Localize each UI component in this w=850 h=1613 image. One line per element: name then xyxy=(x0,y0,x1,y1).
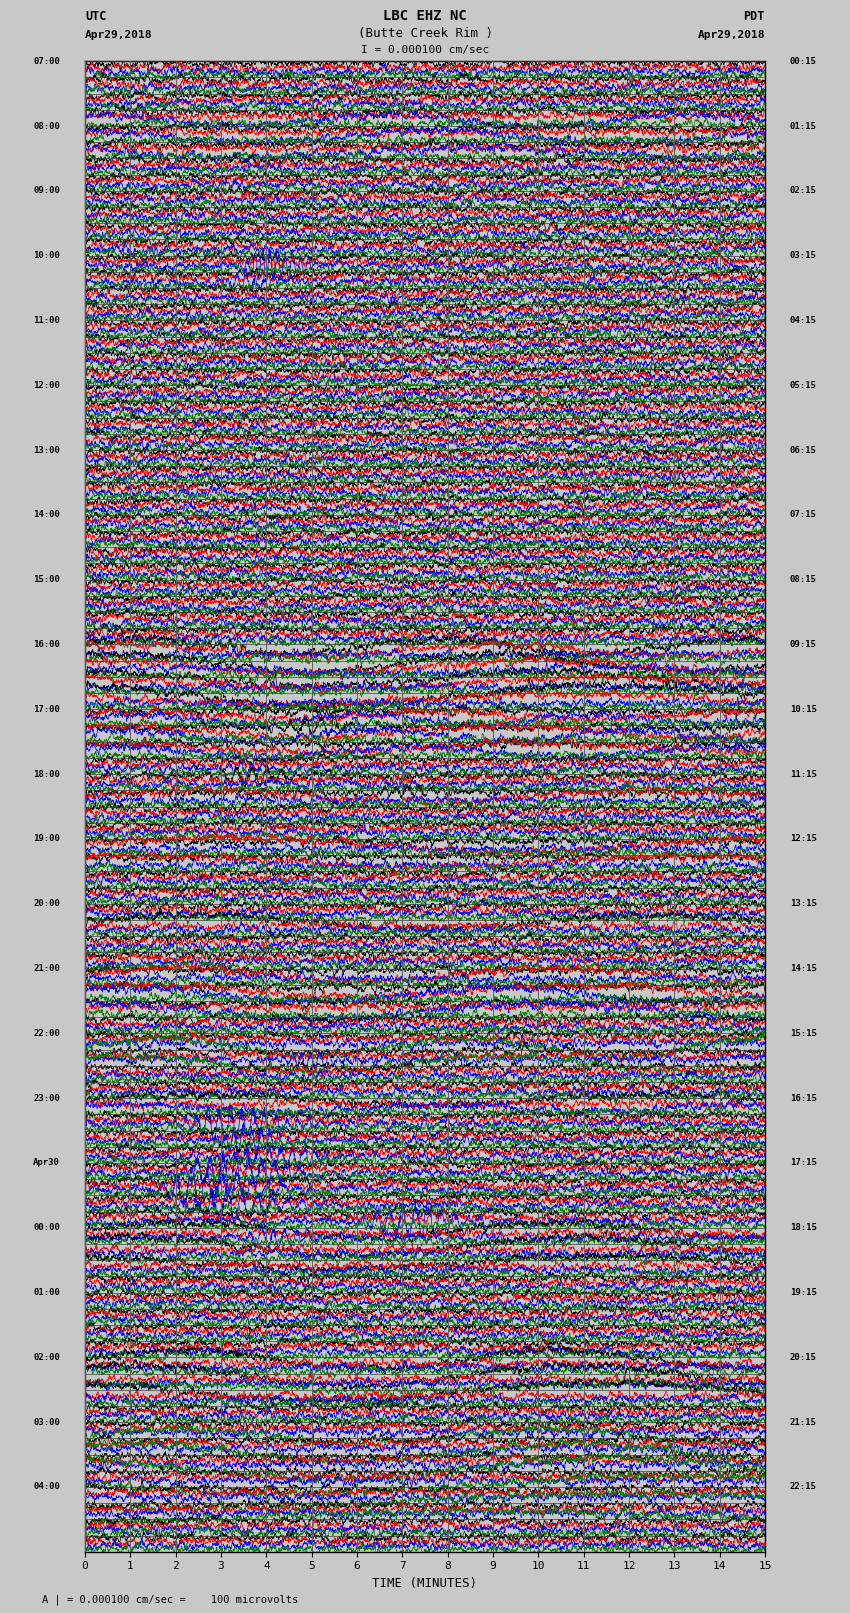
Text: 23:00: 23:00 xyxy=(33,1094,60,1103)
Text: 12:15: 12:15 xyxy=(790,834,817,844)
Text: 01:00: 01:00 xyxy=(33,1289,60,1297)
Text: 04:15: 04:15 xyxy=(790,316,817,324)
Text: 10:00: 10:00 xyxy=(33,252,60,260)
Text: I = 0.000100 cm/sec: I = 0.000100 cm/sec xyxy=(361,45,489,55)
Text: A | = 0.000100 cm/sec =    100 microvolts: A | = 0.000100 cm/sec = 100 microvolts xyxy=(42,1594,298,1605)
Text: 10:15: 10:15 xyxy=(790,705,817,715)
Text: (Butte Creek Rim ): (Butte Creek Rim ) xyxy=(358,27,492,40)
Text: 17:15: 17:15 xyxy=(790,1158,817,1168)
Text: 08:00: 08:00 xyxy=(33,121,60,131)
Text: 18:00: 18:00 xyxy=(33,769,60,779)
Text: 03:15: 03:15 xyxy=(790,252,817,260)
Text: 14:15: 14:15 xyxy=(790,965,817,973)
Text: 15:00: 15:00 xyxy=(33,576,60,584)
Text: 19:00: 19:00 xyxy=(33,834,60,844)
Text: 11:00: 11:00 xyxy=(33,316,60,324)
Text: 13:00: 13:00 xyxy=(33,445,60,455)
Text: 09:15: 09:15 xyxy=(790,640,817,648)
Text: 07:15: 07:15 xyxy=(790,510,817,519)
Text: 20:00: 20:00 xyxy=(33,898,60,908)
Text: Apr30: Apr30 xyxy=(33,1158,60,1168)
Text: 19:15: 19:15 xyxy=(790,1289,817,1297)
Text: 08:15: 08:15 xyxy=(790,576,817,584)
Text: 18:15: 18:15 xyxy=(790,1223,817,1232)
Text: 00:15: 00:15 xyxy=(790,56,817,66)
Text: 17:00: 17:00 xyxy=(33,705,60,715)
Text: 07:00: 07:00 xyxy=(33,56,60,66)
Text: 12:00: 12:00 xyxy=(33,381,60,390)
Text: 02:15: 02:15 xyxy=(790,187,817,195)
Text: 05:15: 05:15 xyxy=(790,381,817,390)
Text: 04:00: 04:00 xyxy=(33,1482,60,1492)
Text: 15:15: 15:15 xyxy=(790,1029,817,1037)
Text: 21:00: 21:00 xyxy=(33,965,60,973)
Text: 21:15: 21:15 xyxy=(790,1418,817,1426)
Text: 06:15: 06:15 xyxy=(790,445,817,455)
Text: 13:15: 13:15 xyxy=(790,898,817,908)
Text: PDT: PDT xyxy=(744,10,765,23)
Text: 22:15: 22:15 xyxy=(790,1482,817,1492)
Text: 03:00: 03:00 xyxy=(33,1418,60,1426)
Text: 14:00: 14:00 xyxy=(33,510,60,519)
Text: LBC EHZ NC: LBC EHZ NC xyxy=(383,8,467,23)
Text: 09:00: 09:00 xyxy=(33,187,60,195)
Text: Apr29,2018: Apr29,2018 xyxy=(85,31,152,40)
X-axis label: TIME (MINUTES): TIME (MINUTES) xyxy=(372,1578,478,1590)
Text: 11:15: 11:15 xyxy=(790,769,817,779)
Text: 01:15: 01:15 xyxy=(790,121,817,131)
Text: 00:00: 00:00 xyxy=(33,1223,60,1232)
Text: 02:00: 02:00 xyxy=(33,1353,60,1361)
Text: 16:00: 16:00 xyxy=(33,640,60,648)
Text: 20:15: 20:15 xyxy=(790,1353,817,1361)
Text: Apr29,2018: Apr29,2018 xyxy=(698,31,765,40)
Text: 22:00: 22:00 xyxy=(33,1029,60,1037)
Text: UTC: UTC xyxy=(85,10,106,23)
Text: 16:15: 16:15 xyxy=(790,1094,817,1103)
